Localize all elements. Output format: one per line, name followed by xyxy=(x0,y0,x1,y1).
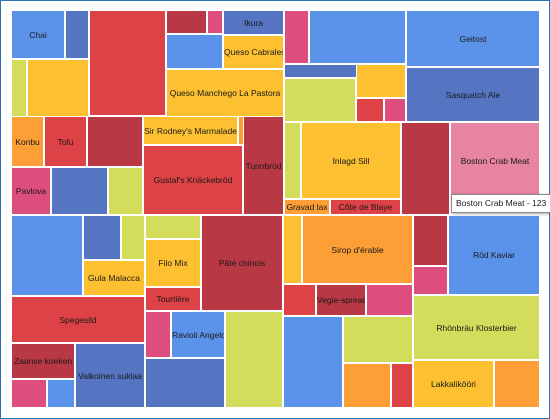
tile-label: Konbu xyxy=(12,137,43,147)
tile-label: Queso Cabrales xyxy=(224,47,283,57)
treemap-tile[interactable] xyxy=(108,167,143,215)
treemap-tile[interactable]: Sasquatch Ale xyxy=(406,67,540,122)
treemap-tile[interactable] xyxy=(384,98,406,122)
treemap-tile[interactable] xyxy=(65,10,89,59)
treemap-tile[interactable]: Pâté chinois xyxy=(201,215,283,311)
treemap-tile[interactable]: Lakkalikööri xyxy=(413,360,494,408)
treemap-tile[interactable]: Röd Kaviar xyxy=(448,215,540,295)
treemap-tile[interactable] xyxy=(401,122,450,215)
treemap-tile[interactable]: Pavlova xyxy=(11,167,51,215)
tile-label: Valkoinen suklaa xyxy=(76,371,144,381)
tile-label: Ikura xyxy=(224,18,283,28)
tile-label: Gula Malacca xyxy=(84,273,144,283)
treemap-tile[interactable]: Konbu xyxy=(11,116,44,167)
treemap-tile[interactable] xyxy=(47,379,75,408)
tile-label: Ravioli Angelo xyxy=(172,330,224,340)
treemap-tile[interactable]: Zaanse koeken xyxy=(11,343,75,379)
treemap-tile[interactable]: Tofu xyxy=(44,116,87,167)
treemap-tile[interactable] xyxy=(87,116,143,167)
treemap-tile[interactable] xyxy=(391,363,413,408)
treemap-tile[interactable] xyxy=(11,59,27,117)
treemap-tile[interactable] xyxy=(145,358,225,408)
treemap-tile[interactable]: Geitost xyxy=(406,10,540,67)
tile-label: Gustaf's Knäckebröd xyxy=(144,175,242,185)
treemap-tile[interactable] xyxy=(121,215,145,260)
treemap-tile[interactable] xyxy=(27,59,89,117)
treemap-tile[interactable] xyxy=(283,215,302,284)
treemap-tile[interactable] xyxy=(356,98,384,122)
treemap-tile[interactable]: Gula Malacca xyxy=(83,260,145,296)
treemap-tile[interactable] xyxy=(166,10,207,34)
treemap-tile[interactable]: Gustaf's Knäckebröd xyxy=(143,145,243,215)
tile-label: Queso Manchego La Pastora xyxy=(167,88,283,98)
tile-label: Côte de Blaye xyxy=(331,202,400,212)
treemap-tile[interactable] xyxy=(207,10,223,34)
tooltip: Boston Crab Meat - 123 xyxy=(451,194,550,213)
tile-label: Vegie-spread xyxy=(317,295,365,305)
treemap-tile[interactable] xyxy=(343,316,413,363)
treemap-tile[interactable]: Rhönbräu Klosterbier xyxy=(413,295,540,360)
treemap-tile[interactable]: Ikura xyxy=(223,10,284,35)
treemap-tile[interactable] xyxy=(11,379,47,408)
treemap-tile[interactable] xyxy=(494,360,540,408)
treemap-tile[interactable]: Tunnbröd xyxy=(243,116,284,215)
treemap-tile[interactable] xyxy=(356,64,406,98)
treemap-tile[interactable] xyxy=(284,78,356,122)
tile-label: Chai xyxy=(12,30,64,40)
treemap-tile[interactable]: Sir Rodney's Marmalade xyxy=(143,116,238,145)
treemap-tile[interactable]: Sirop d'érable xyxy=(302,215,413,284)
treemap-tile[interactable]: Ravioli Angelo xyxy=(171,311,225,358)
treemap-tile[interactable]: Queso Cabrales xyxy=(223,35,284,69)
treemap-tile[interactable]: Valkoinen suklaa xyxy=(75,343,145,408)
treemap-tile[interactable] xyxy=(145,311,171,358)
tile-label: Sirop d'érable xyxy=(303,245,412,255)
tile-label: Tunnbröd xyxy=(244,161,283,171)
treemap-tile[interactable]: Queso Manchego La Pastora xyxy=(166,69,284,117)
tile-label: Pâté chinois xyxy=(202,258,282,268)
tile-label: Pavlova xyxy=(12,186,50,196)
treemap-tile[interactable]: Côte de Blaye xyxy=(330,199,401,215)
tile-label: Gravad lax xyxy=(285,202,329,212)
treemap-tile[interactable]: Chai xyxy=(11,10,65,59)
tile-label: Spegesild xyxy=(12,315,144,325)
treemap-tile[interactable] xyxy=(145,215,201,239)
tile-label: Boston Crab Meat xyxy=(451,156,539,166)
tile-label: Inlagd Sill xyxy=(302,156,400,166)
treemap-tile[interactable] xyxy=(413,266,448,295)
treemap-tile[interactable] xyxy=(309,10,406,64)
treemap-tile[interactable]: Tourtière xyxy=(145,287,201,311)
treemap-tile[interactable]: Gravad lax xyxy=(284,199,330,215)
treemap-tile[interactable] xyxy=(283,316,343,408)
treemap-tile[interactable]: Vegie-spread xyxy=(316,284,366,316)
tile-label: Tourtière xyxy=(146,294,200,304)
treemap-tile[interactable]: Inlagd Sill xyxy=(301,122,401,199)
treemap-tile[interactable] xyxy=(366,284,413,316)
treemap-tile[interactable] xyxy=(343,363,391,408)
tile-label: Lakkalikööri xyxy=(414,379,493,389)
treemap-tile[interactable] xyxy=(166,34,223,69)
treemap-tile[interactable] xyxy=(51,167,108,215)
treemap-tile[interactable] xyxy=(413,215,448,266)
tile-label: Filo Mix xyxy=(146,258,200,268)
treemap-tile[interactable] xyxy=(284,10,309,64)
treemap-tile[interactable]: Boston Crab Meat xyxy=(450,122,540,199)
treemap-tile[interactable] xyxy=(283,284,316,316)
treemap-tile[interactable] xyxy=(284,122,301,199)
treemap-tile[interactable]: Filo Mix xyxy=(145,239,201,287)
treemap-tile[interactable] xyxy=(225,311,283,408)
tile-label: Röd Kaviar xyxy=(449,250,539,260)
tile-label: Tofu xyxy=(45,137,86,147)
tile-label: Zaanse koeken xyxy=(12,356,74,366)
tile-label: Sir Rodney's Marmalade xyxy=(144,126,237,136)
treemap-tile[interactable] xyxy=(11,215,83,296)
tile-label: Sasquatch Ale xyxy=(407,90,539,100)
treemap-tile[interactable] xyxy=(89,10,166,116)
tile-label: Geitost xyxy=(407,34,539,44)
treemap-tile[interactable] xyxy=(83,215,121,260)
treemap-tile[interactable]: Spegesild xyxy=(11,296,145,343)
tile-label: Rhönbräu Klosterbier xyxy=(414,323,539,333)
